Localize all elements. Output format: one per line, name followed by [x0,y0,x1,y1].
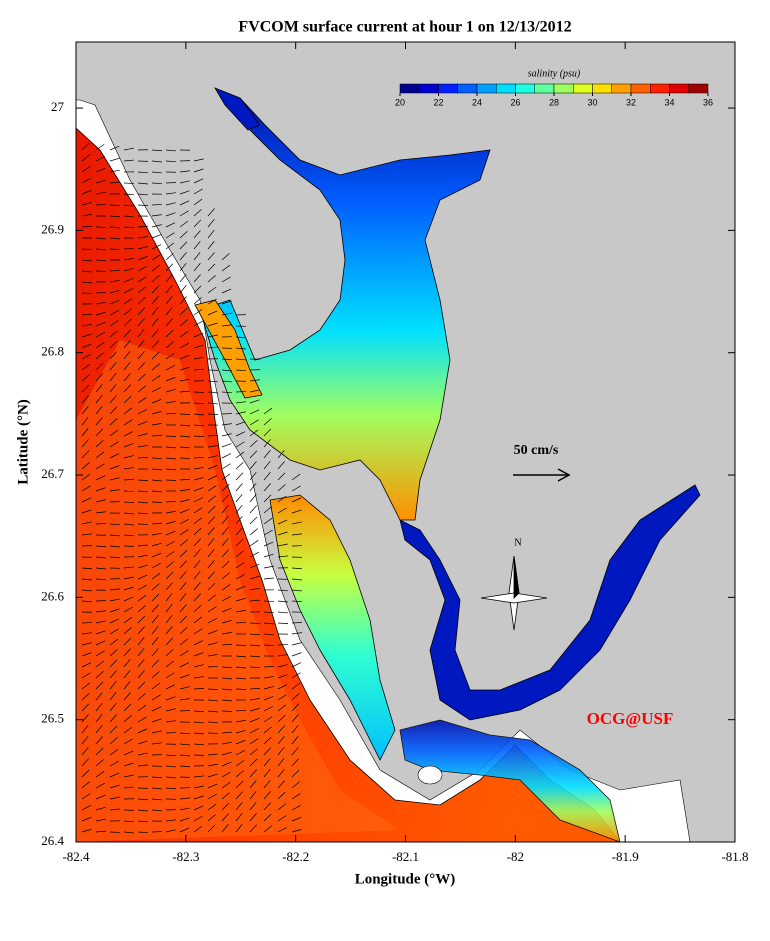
x-tick-label: -82 [507,849,524,864]
colorbar-cell [477,84,496,93]
x-tick-label: -82.4 [62,849,90,864]
y-tick-label: 26.5 [41,711,64,726]
map-title: FVCOM surface current at hour 1 on 12/13… [238,19,571,36]
colorbar-tick-label: 28 [549,97,559,107]
x-tick-label: -82.3 [172,849,199,864]
colorbar-cell [650,84,669,93]
colorbar-cell [400,84,419,93]
colorbar-cell [670,84,689,93]
y-tick-label: 26.7 [41,466,64,481]
y-axis-label: Latitude (°N) [15,399,31,485]
colorbar-cell [689,84,708,93]
colorbar-cell [419,84,438,93]
colorbar-cell [612,84,631,93]
credit: OCG@USF [587,709,674,728]
colorbar-cell [458,84,477,93]
x-tick-label: -81.9 [612,849,639,864]
scale-label: 50 cm/s [514,443,559,458]
colorbar-tick-label: 24 [472,97,482,107]
colorbar-tick-label: 26 [510,97,520,107]
colorbar-cell [535,84,554,93]
colorbar-cell [554,84,573,93]
x-tick-label: -82.1 [392,849,419,864]
colorbar-cell [573,84,592,93]
colorbar-tick-label: 34 [664,97,674,107]
y-tick-label: 26.9 [41,221,64,236]
colorbar-cell [439,84,458,93]
colorbar-tick-label: 22 [433,97,443,107]
colorbar-label: salinity (psu) [528,68,581,79]
y-tick-label: 27 [51,99,65,114]
colorbar-cell [593,84,612,93]
colorbar-tick-label: 30 [587,97,597,107]
colorbar-cell [516,84,535,93]
colorbar-cell [496,84,515,93]
y-tick-label: 26.4 [41,833,64,848]
compass-label: N [514,537,521,548]
colorbar-tick-label: 36 [703,97,713,107]
island [418,766,442,784]
x-axis-label: Longitude (°W) [355,871,456,887]
x-tick-label: -81.8 [721,849,748,864]
x-tick-label: -82.2 [282,849,309,864]
colorbar-tick-label: 32 [626,97,636,107]
y-tick-label: 26.6 [41,588,64,603]
colorbar-cell [631,84,650,93]
y-tick-label: 26.8 [41,344,64,359]
colorbar-tick-label: 20 [395,97,405,107]
